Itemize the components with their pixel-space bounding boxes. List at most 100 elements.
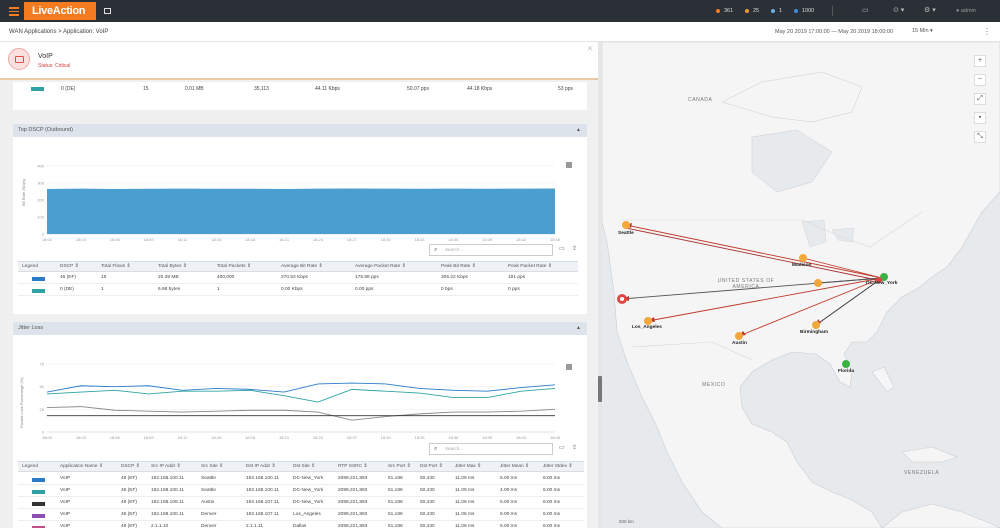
column-header[interactable]: Dst Site ⇕ bbox=[293, 464, 316, 469]
alert-count-info[interactable]: 1 bbox=[771, 7, 782, 15]
x-tick-label: 18:24 bbox=[313, 237, 324, 242]
column-header[interactable]: Legend bbox=[22, 264, 39, 269]
column-header[interactable]: Peak Packet Rate ⇕ bbox=[508, 264, 552, 269]
y-tick-label: 400 bbox=[37, 164, 44, 169]
alert-count-critical[interactable]: 361 bbox=[716, 7, 733, 15]
device-count[interactable]: 1000 bbox=[794, 7, 814, 15]
y-tick-label: 300 bbox=[37, 181, 44, 186]
search-input[interactable]: ⌕ Search... bbox=[429, 443, 553, 455]
help-icon[interactable]: ⊙ ▾ bbox=[893, 7, 905, 14]
breadcrumb[interactable]: WAN Applications > Application: VoIP bbox=[9, 29, 109, 35]
more-menu-icon[interactable]: ⋮ bbox=[983, 27, 991, 36]
table-row[interactable]: 46 (EF) 15 20.38 MB 400,000 270.53 Kbps 175.8… bbox=[18, 273, 578, 284]
country-label: MEXICO bbox=[702, 382, 726, 388]
column-header[interactable]: Total Packets ⇕ bbox=[217, 264, 251, 269]
zoom-out-button[interactable]: − bbox=[974, 74, 986, 86]
table-cell: 46 (EF) bbox=[60, 275, 76, 280]
table-cell: 51,186 bbox=[388, 524, 403, 528]
time-window-select[interactable]: 15 Min ▾ bbox=[912, 28, 933, 34]
expand-chart-icon[interactable] bbox=[566, 364, 572, 370]
column-header[interactable]: Jitter Max ⇕ bbox=[455, 464, 482, 469]
fit-icon[interactable]: ⤢ bbox=[974, 93, 986, 105]
column-header[interactable]: Total Bytes ⇕ bbox=[158, 264, 187, 269]
table-row[interactable]: VoIP 46 (EF) 192.168.100.11 Denver 192.168.1… bbox=[18, 510, 584, 521]
city-label-madison[interactable]: Madison bbox=[792, 263, 812, 268]
x-tick-label: 18:09 bbox=[144, 237, 155, 242]
grid-icon[interactable] bbox=[104, 8, 111, 14]
scrollbar-thumb[interactable] bbox=[598, 376, 602, 402]
lock-icon[interactable]: ▪ bbox=[974, 112, 986, 124]
city-label-birmingham[interactable]: Birmingham bbox=[800, 330, 828, 335]
date-range[interactable]: May 20 2019 17:00:00 — May 20 2019 18:00… bbox=[775, 29, 894, 35]
table-cell: 400,000 bbox=[217, 275, 235, 280]
table-cell: VoIP bbox=[60, 524, 71, 528]
monitor-icon[interactable]: ▭ bbox=[862, 7, 869, 14]
y-tick-label: 0 bbox=[42, 232, 45, 237]
legend-swatch bbox=[32, 490, 45, 494]
table-cell: 192.168.107.11 bbox=[246, 512, 279, 517]
collapse-icon[interactable]: ▲ bbox=[576, 325, 581, 331]
column-header[interactable]: Legend bbox=[22, 464, 39, 469]
country-label: CANADA bbox=[688, 97, 713, 103]
column-header[interactable]: Average Bit Rate ⇕ bbox=[281, 264, 323, 269]
pin-icon[interactable]: ⇱ bbox=[588, 47, 594, 53]
column-header[interactable]: Application Name ⇕ bbox=[60, 464, 103, 469]
city-label-florida[interactable]: Florida bbox=[838, 369, 854, 374]
city-label-seattle[interactable]: Seattle bbox=[618, 231, 634, 236]
device-count-value: 1000 bbox=[802, 8, 815, 14]
table-row[interactable]: 0 (DE) 1 6.68 bytes 1 0.00 Kbps 0.00 pps 0 bps… bbox=[18, 285, 578, 296]
export-icon[interactable]: ⇪ bbox=[572, 445, 578, 451]
column-header[interactable]: Src IP Addr ⇕ bbox=[151, 464, 181, 469]
card-title[interactable]: Top DSCP (Outbound) ▲ bbox=[13, 124, 587, 137]
column-header[interactable]: RTP SSRC ⇕ bbox=[338, 464, 368, 469]
alert-count-warning[interactable]: 25 bbox=[745, 7, 759, 15]
table-cell: 11.06 ms bbox=[455, 512, 475, 517]
columns-icon[interactable]: ▭ bbox=[559, 246, 565, 252]
user-menu[interactable]: ● admin bbox=[956, 7, 976, 15]
city-label-austin[interactable]: Austin bbox=[732, 341, 747, 346]
column-header[interactable]: Src Site ⇕ bbox=[201, 464, 224, 469]
summary-cell: 15 bbox=[143, 86, 149, 92]
table-cell: DC-New_York bbox=[293, 476, 324, 481]
city-label-new-york[interactable]: DC-New_York bbox=[866, 281, 898, 286]
column-header[interactable]: Jitter Mean ⇕ bbox=[500, 464, 530, 469]
table-header: Legend DSCP ⇕ Total Flows ⇕ Total Bytes ⇕ To… bbox=[18, 261, 578, 272]
export-icon[interactable]: ⇪ bbox=[572, 246, 578, 252]
table-cell: 192.168.100.11 bbox=[246, 476, 279, 481]
columns-icon[interactable]: ▭ bbox=[559, 445, 565, 451]
table-cell: 11.09 ms bbox=[455, 488, 475, 493]
column-header[interactable]: Src Port ⇕ bbox=[388, 464, 411, 469]
logo: LiveAction bbox=[24, 2, 96, 20]
column-header[interactable]: Jitter Stdev ⇕ bbox=[543, 464, 573, 469]
panel-divider[interactable] bbox=[598, 42, 602, 528]
column-header[interactable]: Total Flows ⇕ bbox=[101, 264, 131, 269]
settings-icon[interactable]: ⚙ ▾ bbox=[924, 7, 936, 14]
column-header[interactable]: Peak Bit Rate ⇕ bbox=[441, 264, 476, 269]
map[interactable]: CANADA UNITED STATES OF AMERICA MEXICO V… bbox=[602, 42, 1000, 528]
y-tick-label: 25 bbox=[40, 407, 45, 412]
city-label-los-angeles[interactable]: Los_Angeles bbox=[632, 325, 662, 330]
alert-dot-icon bbox=[771, 8, 775, 13]
hamburger-menu-icon[interactable] bbox=[9, 7, 19, 16]
table-row[interactable]: VoIP 46 (EF) 192.168.100.11 Seattle 192.168.… bbox=[18, 486, 584, 497]
table-cell: 0.00 Kbps bbox=[281, 287, 303, 292]
collapse-icon[interactable]: ▲ bbox=[576, 127, 581, 133]
zoom-in-button[interactable]: + bbox=[974, 55, 986, 67]
legend-swatch bbox=[32, 289, 45, 293]
x-tick-label: 18:18 bbox=[245, 237, 256, 242]
column-header[interactable]: DSCP ⇕ bbox=[121, 464, 140, 469]
table-row[interactable]: VoIP 46 (EF) 2.1.1.10 Denver 2.1.1.11 Dallas 2… bbox=[18, 522, 584, 528]
column-header[interactable]: Average Packet Rate ⇕ bbox=[355, 264, 406, 269]
table-cell: 51,186 bbox=[388, 512, 403, 517]
card-title[interactable]: Jitter Loss ▲ bbox=[13, 322, 587, 335]
table-row[interactable]: VoIP 46 (EF) 192.168.108.11 Austin 192.168.1… bbox=[18, 498, 584, 509]
x-tick-label: 18:45 bbox=[550, 237, 561, 242]
column-header[interactable]: DSCP ⇕ bbox=[60, 264, 79, 269]
expand-chart-icon[interactable] bbox=[566, 162, 572, 168]
search-input[interactable]: ⌕ Search... bbox=[429, 244, 553, 256]
column-header[interactable]: Dst IP Addr ⇕ bbox=[246, 464, 276, 469]
x-tick-label: 18:12 bbox=[177, 435, 188, 440]
fullscreen-icon[interactable]: ⤡ bbox=[974, 131, 986, 143]
table-row[interactable]: VoIP 46 (EF) 192.168.100.11 Seattle 192.168.… bbox=[18, 474, 584, 485]
column-header[interactable]: Dst Port ⇕ bbox=[420, 464, 443, 469]
